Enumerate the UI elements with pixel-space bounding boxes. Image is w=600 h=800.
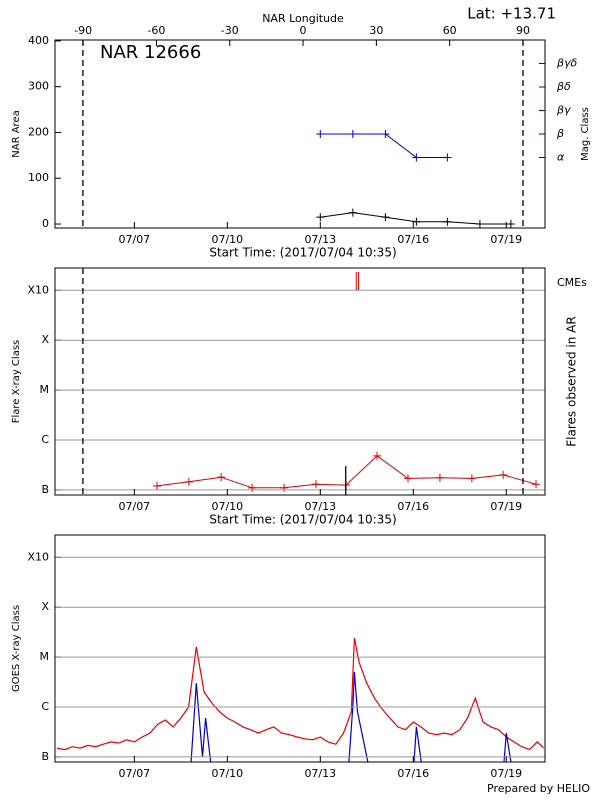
point-marker — [381, 130, 390, 138]
series-line — [320, 133, 448, 158]
x-tick-label: 07/13 — [304, 233, 336, 246]
x2-tick-label: 60 — [443, 24, 457, 37]
x-tick-label: 07/13 — [304, 767, 336, 780]
point-marker — [348, 130, 357, 138]
x2-tick-label: -60 — [147, 24, 165, 37]
point-marker — [435, 473, 444, 482]
x2-tick-label: 30 — [369, 24, 383, 37]
plot-frame — [54, 39, 546, 229]
panel-title: NAR 12666 — [100, 42, 201, 63]
point-marker — [152, 481, 161, 490]
x-axis-label: Start Time: (2017/07/04 10:35) — [209, 246, 396, 260]
y-tick-label: X — [41, 333, 49, 346]
x-tick-label: 07/13 — [304, 500, 336, 513]
x-tick-label: 07/19 — [490, 767, 522, 780]
x2-tick-label: 0 — [300, 24, 307, 37]
point-marker — [316, 130, 325, 138]
y2-axis-label: Flares observed in AR — [565, 316, 579, 446]
x-tick-label: 07/19 — [490, 233, 522, 246]
series-line — [56, 637, 544, 751]
y-tick-label: 300 — [28, 80, 49, 93]
point-marker — [280, 483, 289, 492]
cme-label: CMEs — [557, 276, 587, 289]
point-marker — [412, 153, 421, 162]
y-tick-label: 0 — [42, 217, 49, 230]
plot-frame — [54, 267, 546, 496]
footer: Prepared by HELIO — [487, 782, 590, 795]
x-tick-label: 07/10 — [211, 500, 243, 513]
y2-tick-label: βγδ — [556, 57, 578, 70]
x2-tick-label: -30 — [221, 24, 239, 37]
point-marker — [506, 220, 515, 228]
point-marker — [217, 473, 226, 482]
point-marker — [373, 451, 382, 460]
point-marker — [475, 220, 484, 228]
y-axis-label: NAR Area — [11, 110, 22, 157]
plot-frame — [54, 534, 546, 763]
y-tick-label: X10 — [27, 283, 49, 296]
x2-tick-label: 90 — [516, 24, 530, 37]
y-tick-label: 400 — [28, 34, 49, 47]
point-marker — [499, 470, 508, 479]
y-tick-label: M — [40, 650, 50, 663]
point-marker — [412, 217, 421, 226]
y2-axis-label: Mag. Class — [580, 107, 591, 161]
x-tick-label: 07/10 — [211, 233, 243, 246]
point-marker — [316, 213, 325, 222]
point-marker — [404, 474, 413, 483]
y-tick-label: C — [41, 700, 49, 713]
point-marker — [443, 217, 452, 226]
y-tick-label: C — [41, 433, 49, 446]
x-axis-label: Start Time: (2017/07/04 10:35) — [209, 513, 396, 527]
y-axis-label: GOES X-ray Class — [11, 605, 22, 692]
point-marker — [248, 483, 257, 492]
x-tick-label: 07/16 — [397, 233, 429, 246]
x-tick-label: 07/16 — [397, 500, 429, 513]
y-tick-label: B — [41, 483, 49, 496]
point-marker — [348, 208, 357, 217]
x2-axis-label: NAR Longitude — [262, 12, 344, 25]
x-tick-label: 07/19 — [490, 500, 522, 513]
x-tick-label: 07/07 — [118, 500, 150, 513]
y-tick-label: X — [41, 600, 49, 613]
y2-tick-label: βδ — [556, 80, 571, 93]
y-tick-label: 100 — [28, 171, 49, 184]
x-tick-label: 07/07 — [118, 767, 150, 780]
series-line — [320, 212, 511, 225]
point-marker — [532, 480, 541, 489]
plot-area — [316, 130, 515, 228]
point-marker — [184, 477, 193, 486]
y2-tick-label: α — [557, 151, 565, 164]
annotation: Lat: +13.71 — [467, 5, 556, 23]
plot-area — [56, 637, 544, 762]
point-marker — [443, 153, 452, 162]
y-axis-label: Flare X-ray Class — [11, 340, 22, 424]
point-marker — [467, 474, 476, 483]
x-tick-label: 07/10 — [211, 767, 243, 780]
point-marker — [381, 213, 390, 222]
x2-tick-label: -90 — [74, 24, 92, 37]
point-marker — [311, 480, 320, 489]
x-tick-label: 07/16 — [397, 767, 429, 780]
y-tick-label: 200 — [28, 125, 49, 138]
y2-tick-label: β — [556, 127, 564, 140]
plot-area — [152, 451, 541, 492]
y2-tick-label: βγ — [556, 104, 571, 117]
x-tick-label: 07/07 — [118, 233, 150, 246]
y-tick-label: M — [40, 383, 50, 396]
y-tick-label: B — [41, 750, 49, 763]
y-tick-label: X10 — [27, 550, 49, 563]
